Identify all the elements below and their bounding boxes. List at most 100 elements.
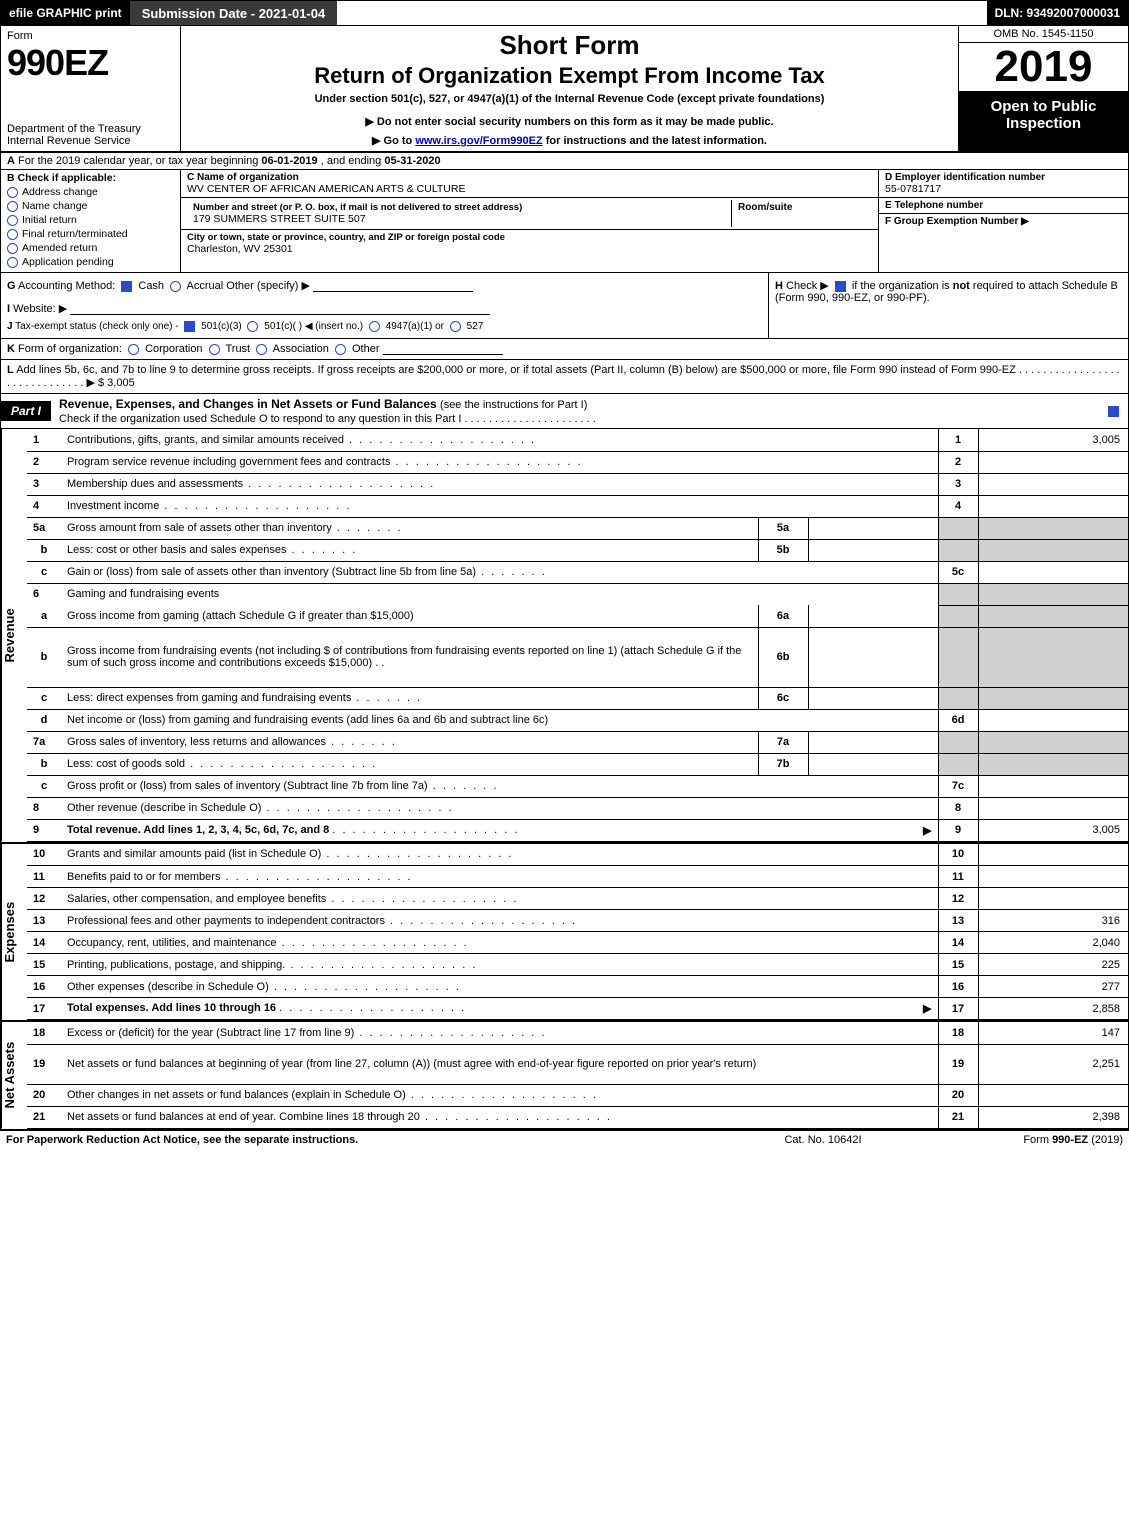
- line-val: [978, 473, 1128, 495]
- checkbox-icon[interactable]: [7, 243, 18, 254]
- row-a-end: 05-31-2020: [384, 155, 440, 167]
- checkbox-icon[interactable]: [7, 187, 18, 198]
- line-ref: 7c: [938, 775, 978, 797]
- dln-label: DLN: 93492007000031: [987, 1, 1128, 25]
- checkbox-icon[interactable]: [7, 201, 18, 212]
- line-val: [978, 866, 1128, 888]
- block-bcd: B Check if applicable: Address change Na…: [0, 170, 1129, 273]
- arrow-icon: ▶: [923, 824, 931, 837]
- 527-checkbox-icon[interactable]: [450, 321, 461, 332]
- line-9: 9 Total revenue. Add lines 1, 2, 3, 4, 5…: [27, 819, 1128, 841]
- line-num: 6: [27, 583, 61, 605]
- line-6: 6 Gaming and fundraising events: [27, 583, 1128, 605]
- corp-checkbox-icon[interactable]: [128, 344, 139, 355]
- short-form-title: Short Form: [189, 30, 950, 61]
- ein-value: 55-0781717: [885, 183, 1122, 195]
- line-val: 2,858: [978, 998, 1128, 1020]
- netassets-table: 18 Excess or (deficit) for the year (Sub…: [27, 1022, 1128, 1129]
- org-name-label: C Name of organization: [187, 172, 872, 183]
- line-desc: Gaming and fundraising events: [61, 583, 938, 605]
- chk-application-pending[interactable]: Application pending: [7, 256, 174, 268]
- org-addr-cell: Number and street (or P. O. box, if mail…: [187, 200, 732, 227]
- line-ref: 13: [938, 910, 978, 932]
- 6b-dots: . .: [375, 657, 384, 669]
- form-header: Form 990EZ Department of the Treasury In…: [0, 26, 1129, 153]
- chk-name-change[interactable]: Name change: [7, 200, 174, 212]
- trust-checkbox-icon[interactable]: [209, 344, 220, 355]
- line-desc: Contributions, gifts, grants, and simila…: [61, 429, 938, 451]
- shaded: [938, 605, 978, 627]
- other-specify-input[interactable]: [313, 280, 473, 292]
- org-city-label: City or town, state or province, country…: [187, 232, 872, 243]
- checkbox-icon[interactable]: [7, 215, 18, 226]
- line-num: 5a: [27, 517, 61, 539]
- irs-link[interactable]: www.irs.gov/Form990EZ: [415, 135, 542, 147]
- revenue-side-label: Revenue: [1, 429, 27, 842]
- 4947-label: 4947(a)(1) or: [383, 321, 447, 332]
- accrual-checkbox-icon[interactable]: [170, 281, 181, 292]
- i-text: Website: ▶: [13, 303, 67, 315]
- line-num: 12: [27, 888, 61, 910]
- line-19: 19 Net assets or fund balances at beginn…: [27, 1044, 1128, 1084]
- revenue-table: 1 Contributions, gifts, grants, and simi…: [27, 429, 1128, 842]
- line-21: 21 Net assets or fund balances at end of…: [27, 1106, 1128, 1128]
- line-num: 20: [27, 1084, 61, 1106]
- line-ref: 5c: [938, 561, 978, 583]
- h-pre: Check ▶: [786, 280, 832, 292]
- chk-amended-return[interactable]: Amended return: [7, 242, 174, 254]
- spacer: [337, 1, 986, 25]
- line-ref: 3: [938, 473, 978, 495]
- l-amount: 3,005: [107, 377, 135, 389]
- line-18: 18 Excess or (deficit) for the year (Sub…: [27, 1022, 1128, 1044]
- checkbox-icon[interactable]: [7, 257, 18, 268]
- shaded: [938, 687, 978, 709]
- dept-line1: Department of the Treasury: [7, 123, 174, 135]
- website-input[interactable]: [70, 303, 490, 315]
- part-1-title: Revenue, Expenses, and Changes in Net As…: [51, 394, 1098, 428]
- line-num: 1: [27, 429, 61, 451]
- assoc-checkbox-icon[interactable]: [256, 344, 267, 355]
- sub-val: [808, 605, 938, 627]
- line-desc: Net assets or fund balances at beginning…: [61, 1044, 938, 1084]
- chk-final-return[interactable]: Final return/terminated: [7, 228, 174, 240]
- expenses-side-label: Expenses: [1, 844, 27, 1021]
- efile-print-label[interactable]: efile GRAPHIC print: [1, 1, 130, 25]
- line-num: 21: [27, 1106, 61, 1128]
- line-desc: Other changes in net assets or fund bala…: [61, 1084, 938, 1106]
- cash-checkbox-icon[interactable]: [121, 281, 132, 292]
- g-letter: G: [7, 280, 16, 292]
- row-a-begin: 06-01-2019: [261, 155, 317, 167]
- checkbox-icon[interactable]: [7, 229, 18, 240]
- chk-address-change[interactable]: Address change: [7, 186, 174, 198]
- sub-ref: 7b: [758, 753, 808, 775]
- schedule-b-checkbox-icon[interactable]: [835, 281, 846, 292]
- 501c-checkbox-icon[interactable]: [247, 321, 258, 332]
- line-desc: Gross sales of inventory, less returns a…: [61, 731, 758, 753]
- sub-val: [808, 517, 938, 539]
- line-desc: Benefits paid to or for members: [61, 866, 938, 888]
- other-org-checkbox-icon[interactable]: [335, 344, 346, 355]
- line-desc: Other revenue (describe in Schedule O): [61, 797, 938, 819]
- line-num: 16: [27, 976, 61, 998]
- shaded: [938, 583, 978, 605]
- line-6c: c Less: direct expenses from gaming and …: [27, 687, 1128, 709]
- chk-initial-return[interactable]: Initial return: [7, 214, 174, 226]
- line-ref: 11: [938, 866, 978, 888]
- j-text: Tax-exempt status (check only one) -: [15, 321, 181, 332]
- g-text: Accounting Method:: [18, 280, 118, 292]
- other-org-input[interactable]: [383, 343, 503, 355]
- part-1-checkbox[interactable]: [1098, 405, 1128, 417]
- part-1-label: Part I: [1, 401, 51, 421]
- line-desc: Salaries, other compensation, and employ…: [61, 888, 938, 910]
- line-num: 7a: [27, 731, 61, 753]
- 4947-checkbox-icon[interactable]: [369, 321, 380, 332]
- sub-val: [808, 753, 938, 775]
- line-ref: 20: [938, 1084, 978, 1106]
- line-6b: b Gross income from fundraising events (…: [27, 627, 1128, 687]
- line-num: 17: [27, 998, 61, 1020]
- page-footer: For Paperwork Reduction Act Notice, see …: [0, 1130, 1129, 1149]
- line-1: 1 Contributions, gifts, grants, and simi…: [27, 429, 1128, 451]
- 501c3-checkbox-icon[interactable]: [184, 321, 195, 332]
- line-num: 3: [27, 473, 61, 495]
- line-desc: Gross income from fundraising events (no…: [61, 627, 758, 687]
